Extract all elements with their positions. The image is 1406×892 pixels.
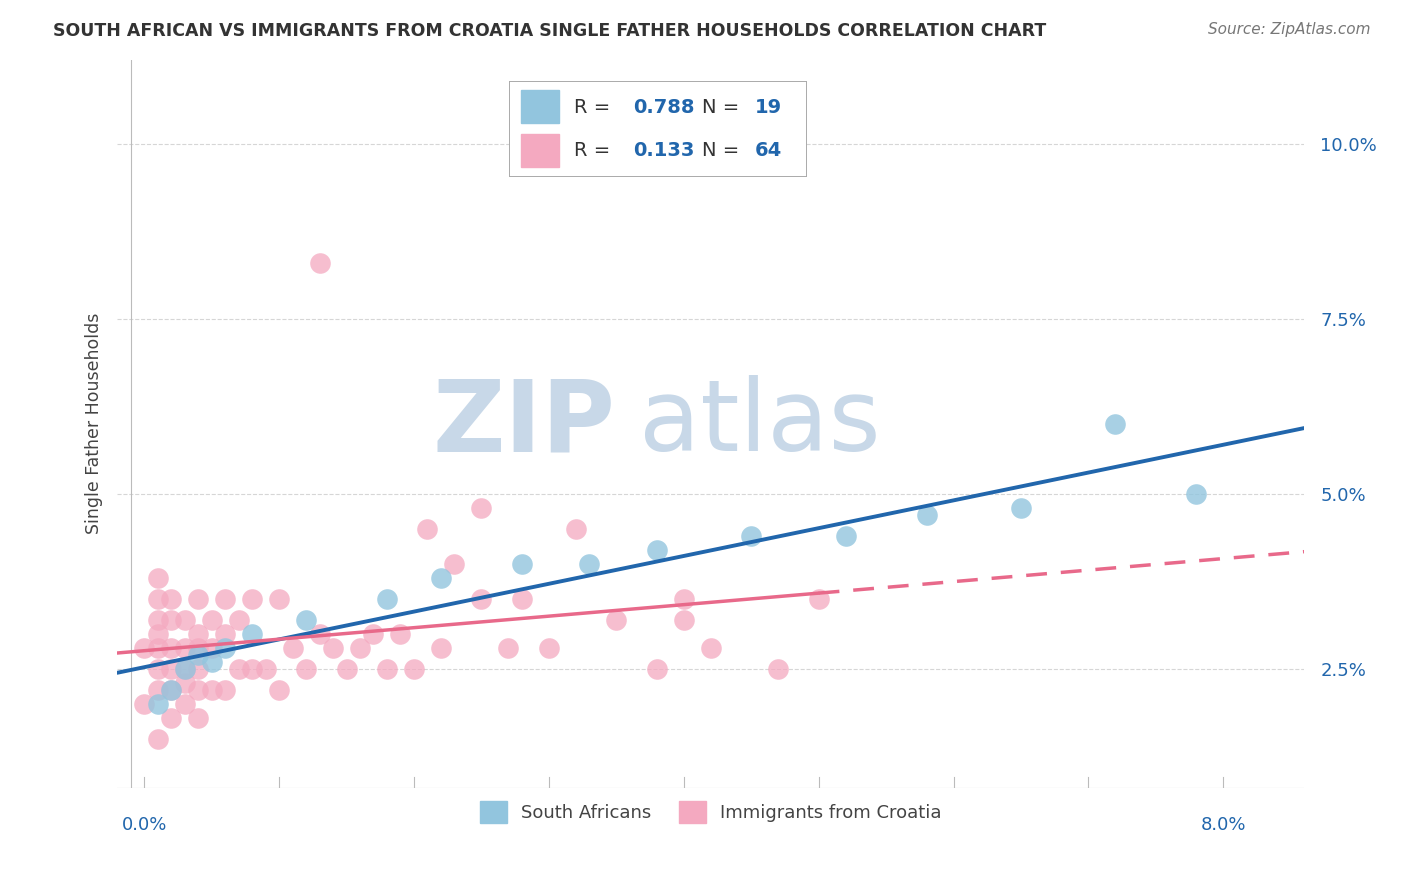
Point [645,542,668,557]
Point [402,662,425,676]
Point [146,591,169,606]
Point [240,627,263,641]
Text: atlas: atlas [640,376,882,472]
Point [160,640,183,655]
Point [173,697,195,711]
Point [740,529,762,543]
Point [267,591,290,606]
Point [510,591,533,606]
Point [134,697,156,711]
Point [240,662,263,676]
Point [214,591,236,606]
Point [187,640,209,655]
Point [160,682,183,697]
Point [214,627,236,641]
Point [537,640,560,655]
Point [672,591,695,606]
Point [160,711,183,725]
Point [160,613,183,627]
Point [578,557,600,571]
Point [1185,487,1208,501]
Point [430,571,453,585]
Point [201,613,224,627]
Point [699,640,721,655]
Point [349,640,371,655]
Point [363,627,385,641]
Point [430,640,453,655]
Legend: South Africans, Immigrants from Croatia: South Africans, Immigrants from Croatia [472,794,949,830]
Point [173,662,195,676]
Point [187,682,209,697]
Point [308,627,330,641]
Point [915,508,938,522]
Point [146,662,169,676]
Point [228,613,250,627]
Point [173,613,195,627]
Point [565,522,588,536]
Point [173,662,195,676]
Point [146,697,169,711]
Point [375,662,398,676]
Point [173,676,195,690]
Point [295,662,318,676]
Point [160,662,183,676]
Point [470,591,492,606]
Y-axis label: Single Father Households: Single Father Households [86,313,103,534]
Text: ZIP: ZIP [433,376,616,472]
Point [389,627,412,641]
Point [201,640,224,655]
Point [214,682,236,697]
Point [1010,500,1032,515]
Point [766,662,789,676]
Point [416,522,439,536]
Point [160,591,183,606]
Point [134,640,156,655]
Point [375,591,398,606]
Point [187,591,209,606]
Point [146,627,169,641]
Point [187,662,209,676]
Point [201,655,224,669]
Point [322,640,344,655]
Point [240,591,263,606]
Point [214,640,236,655]
Point [146,613,169,627]
Point [228,662,250,676]
Text: 8.0%: 8.0% [1201,816,1246,834]
Point [173,640,195,655]
Point [335,662,357,676]
Point [834,529,856,543]
Point [672,613,695,627]
Point [146,682,169,697]
Point [807,591,830,606]
Point [498,640,520,655]
Text: Source: ZipAtlas.com: Source: ZipAtlas.com [1208,22,1371,37]
Point [1104,417,1126,431]
Point [146,571,169,585]
Point [146,731,169,746]
Point [443,557,465,571]
Point [187,648,209,662]
Point [254,662,277,676]
Text: 0.0%: 0.0% [121,816,167,834]
Point [295,613,318,627]
Point [510,557,533,571]
Point [187,627,209,641]
Point [146,640,169,655]
Point [308,256,330,270]
Point [281,640,304,655]
Point [470,500,492,515]
Point [187,711,209,725]
Point [160,682,183,697]
Point [201,682,224,697]
Point [267,682,290,697]
Text: SOUTH AFRICAN VS IMMIGRANTS FROM CROATIA SINGLE FATHER HOUSEHOLDS CORRELATION CH: SOUTH AFRICAN VS IMMIGRANTS FROM CROATIA… [53,22,1046,40]
Point [645,662,668,676]
Point [605,613,627,627]
